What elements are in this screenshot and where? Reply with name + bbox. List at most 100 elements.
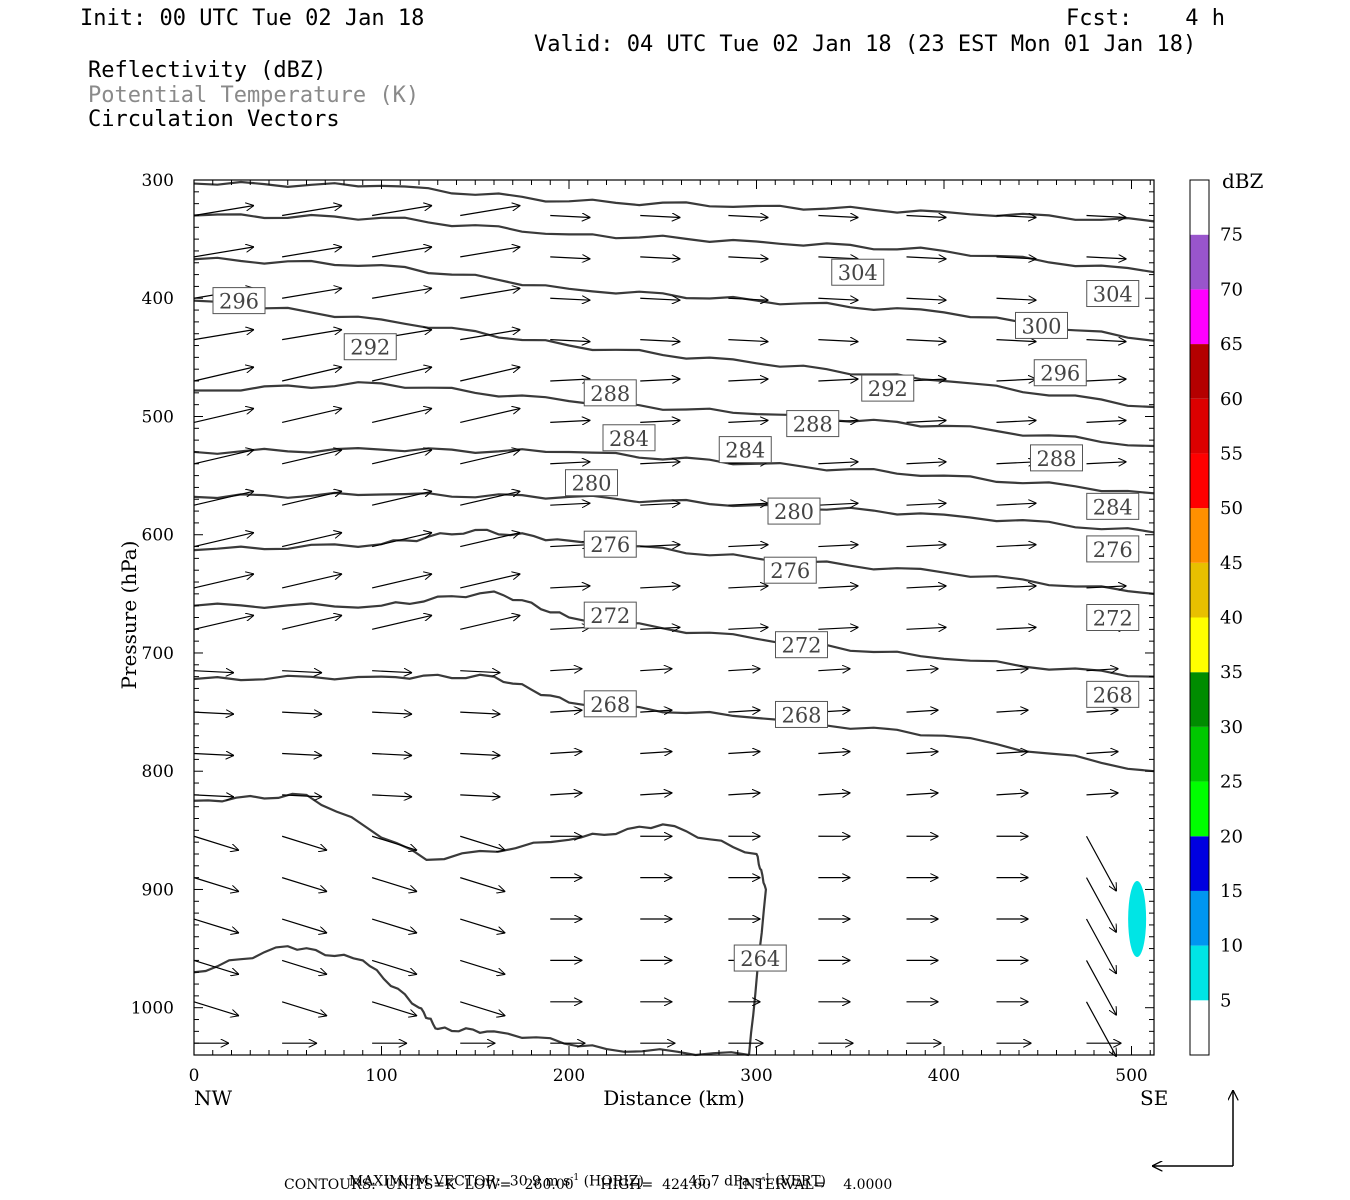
vector-arrow	[1085, 918, 1117, 974]
vector-arrow	[818, 257, 858, 259]
contour-label-text: 280	[571, 472, 611, 496]
vector-arrow	[728, 257, 768, 259]
vector-arrow	[193, 367, 254, 382]
vector-arrow	[996, 752, 1029, 754]
contour-label-text: 268	[590, 693, 630, 717]
vector-arrow	[281, 408, 342, 423]
max-vector-label: MAXIMUM VECTOR:	[348, 1173, 501, 1190]
field-reflectivity: Reflectivity (dBZ)	[88, 58, 327, 83]
vector-arrow	[281, 367, 342, 382]
colorbar-label: 35	[1220, 662, 1243, 683]
vector-arrow	[550, 340, 590, 342]
vector-arrow	[996, 379, 1037, 381]
y-tick-label: 500	[142, 407, 174, 427]
valid-time: Valid: 04 UTC Tue 02 Jan 18 (23 EST Mon …	[534, 32, 1197, 57]
vector-arrow	[372, 206, 432, 217]
vector-arrow	[906, 420, 947, 422]
vector-arrow	[996, 545, 1037, 547]
x-tick-label: 500	[1115, 1066, 1147, 1086]
colorbar-segment	[1190, 289, 1209, 345]
vector-arrow	[550, 586, 590, 588]
contour-label: 276	[1086, 535, 1140, 563]
vector-arrow	[282, 671, 322, 673]
vector-arrow	[1086, 379, 1127, 381]
vector-arrow	[906, 627, 947, 629]
theta-contour-280	[193, 491, 1155, 534]
field-potential-temperature: Potential Temperature (K)	[88, 83, 420, 108]
vector-arrow	[372, 795, 412, 797]
reflectivity-echo	[1128, 881, 1147, 958]
vector-arrow	[550, 627, 590, 629]
theta-contour-low	[193, 945, 750, 1057]
vector-arrow	[281, 574, 342, 589]
vector-arrow	[906, 257, 947, 259]
contour-label: 304	[1086, 280, 1140, 308]
colorbar-segment	[1190, 508, 1209, 563]
vector-arrow	[818, 215, 858, 217]
vector-arrow	[818, 586, 858, 588]
vector-arrow	[550, 257, 590, 259]
vector-arrow	[728, 669, 760, 671]
vector-arrow	[550, 710, 582, 712]
vector-arrow	[460, 918, 505, 933]
vector-arrow	[906, 752, 939, 754]
vector-arrow	[818, 545, 858, 547]
contour-label: 272	[1086, 604, 1140, 631]
vector-arrow	[1085, 1001, 1117, 1057]
colorbar-label: 55	[1220, 443, 1243, 464]
vector-arrow	[281, 877, 327, 892]
colorbar-label: 60	[1220, 389, 1243, 410]
vector-arrow	[996, 710, 1029, 712]
vert-label: (VERT)	[775, 1173, 826, 1190]
contour-label-text: 296	[219, 290, 259, 314]
vector-arrow	[728, 627, 768, 629]
vector-arrow	[906, 503, 947, 505]
contour-label: 276	[583, 530, 637, 558]
colorbar-segment	[1190, 945, 1209, 1001]
vector-arrow	[282, 712, 322, 714]
max-vector-horiz-value: 30.9 m s	[509, 1173, 571, 1190]
vector-arrow	[1086, 462, 1127, 464]
x-end-left: NW	[194, 1086, 233, 1110]
vector-arrow	[193, 574, 254, 589]
colorbar-label: 45	[1220, 553, 1243, 574]
vector-arrow	[372, 671, 412, 673]
contour-label-text: 268	[781, 703, 821, 727]
vector-arrow	[996, 627, 1037, 629]
colorbar-label: 15	[1220, 881, 1243, 902]
vector-arrow	[818, 793, 850, 795]
vector-arrow	[282, 795, 322, 797]
vector-arrow	[728, 298, 768, 300]
vector-arrow	[550, 752, 582, 754]
vector-arrow	[282, 288, 342, 299]
vector-arrow	[550, 298, 590, 300]
vector-arrow	[550, 215, 590, 217]
exp-1: -1	[570, 1173, 580, 1183]
theta-contour-296	[193, 256, 1155, 342]
contour-label-text: 280	[774, 500, 814, 524]
circulation-vectors	[193, 206, 1127, 1057]
vector-arrow	[193, 533, 254, 548]
vector-arrow	[818, 503, 858, 505]
y-tick-label: 600	[142, 526, 174, 546]
contour-label: 268	[775, 700, 828, 728]
contour-label: 288	[583, 379, 637, 407]
x-tick-label: 300	[740, 1066, 772, 1086]
theta-contour-288	[193, 381, 1155, 448]
vector-arrow	[193, 877, 239, 892]
colorbar-segment	[1190, 890, 1209, 946]
vector-arrow	[193, 795, 234, 797]
vector-arrow	[1086, 215, 1127, 217]
vector-arrow	[1086, 586, 1127, 588]
vector-arrow	[193, 753, 234, 755]
vector-arrow	[372, 247, 432, 258]
theta-contour-272	[193, 590, 1155, 678]
init-time: Init: 00 UTC Tue 02 Jan 18	[80, 6, 425, 31]
vector-arrow	[281, 835, 327, 850]
vector-arrow	[728, 752, 760, 754]
theta-contour-268	[193, 673, 1155, 773]
vector-arrow	[371, 450, 432, 465]
vector-arrow	[906, 710, 939, 712]
vector-arrow	[550, 503, 590, 505]
contour-label-text: 276	[590, 533, 630, 557]
